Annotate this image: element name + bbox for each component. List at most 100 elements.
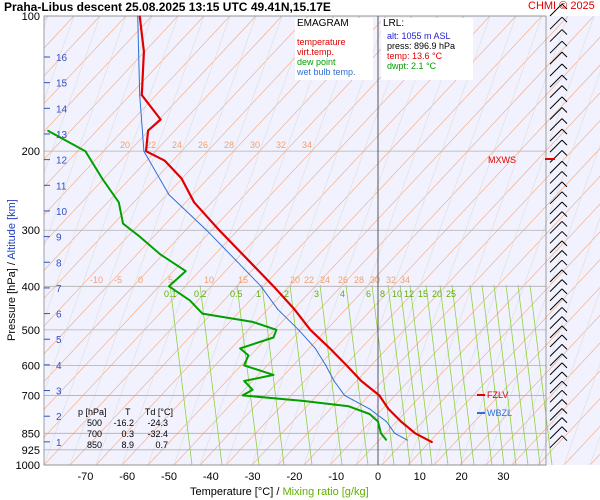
x-tick-label: -50 [161,471,177,483]
data-point [137,15,139,17]
data-point [247,259,250,261]
table-header-td: Td [°C] [144,407,174,417]
mixing-ratio-label: 10 [392,289,402,299]
mixing-ratio-label: 0.1 [164,289,177,299]
data-point [272,336,275,339]
dry-adiabat-label: 26 [198,140,208,150]
y-tick-label: 600 [22,360,40,372]
data-point [348,405,350,407]
wind-barb [549,51,563,65]
altitude-tick-label: 10 [56,207,68,218]
wind-barb [549,325,563,339]
wind-barb [549,399,563,412]
data-point [385,420,387,423]
theta-e-label: 30 [370,275,380,285]
wind-barb [549,40,563,54]
wind-barb [549,417,563,430]
altitude-tick-label: 3 [56,387,62,398]
wind-barb [549,201,563,215]
level-table: p [hPa] T Td [°C] 500 -16.2 -24.3 700 0.3 -3… [78,407,173,451]
data-point [260,285,262,287]
data-point [275,329,278,331]
data-point [143,50,145,53]
wind-barb [549,181,563,195]
altitude-tick-label: 14 [56,104,68,115]
legend-box: EMAGRAM temperature virt.temp. dew point… [295,18,373,80]
credit-label: CHMI © 2025 [528,0,595,12]
data-point [400,420,402,423]
legend-item-virt-temp: virt.temp. [297,47,335,57]
wind-barb [549,344,563,357]
x-tick-label: 20 [455,471,467,483]
lrl-box: LRL: alt: 1055 m ASL press: 896.9 hPa te… [381,18,473,80]
lrl-temp: temp: 13.6 °C [387,51,443,61]
data-point [377,420,379,423]
mixing-ratio-label: 6 [366,289,371,299]
wind-barb [549,3,563,17]
data-point [241,394,244,397]
y-tick-label: 100 [22,11,40,23]
data-point [333,380,335,382]
x-tick-label: 30 [497,471,509,483]
wind-barb [549,426,563,440]
altitude-tick-label: 7 [56,284,62,295]
legend-title: EMAGRAM [297,18,349,29]
data-point [252,321,254,323]
wind-barb [549,250,563,263]
wind-barb [549,279,563,292]
chart-header: Praha-Libus descent 25.08.2025 13:15 UTC… [4,0,331,14]
data-point [297,329,300,331]
header-coords: 49.41N,15.17E [250,0,331,14]
altitude-tick-label: 4 [56,361,62,372]
altitude-tick-label: 9 [56,233,62,244]
x-tick-label: -10 [328,471,344,483]
dry-adiabat-label: 28 [224,140,234,150]
data-point [314,347,316,350]
data-point [84,150,86,152]
fzlv-marker: FZLV [487,390,508,400]
wind-barb [549,118,563,131]
wind-barb [549,96,563,110]
data-point [394,432,396,434]
wind-barb [549,408,563,421]
altitude-tick-label: 8 [56,258,62,269]
wind-barb [549,231,563,244]
x-axis-label: Temperature [°C] / Mixing ratio [g/kg] [190,486,369,498]
wind-barb [549,297,563,311]
x-tick-label: -70 [77,471,93,483]
legend-item-temperature: temperature [297,37,346,47]
theta-e-label: 10 [204,275,214,285]
data-point [180,177,183,180]
wbzl-marker: WBZL [487,408,512,418]
data-point [189,299,191,302]
theta-e-label: 22 [304,275,314,285]
data-point [139,94,141,96]
data-point [145,150,147,152]
data-point [414,432,416,434]
wind-barb [549,85,563,99]
mixing-ratio-label: 15 [418,289,428,299]
data-point [243,364,245,366]
sounding-series [47,15,433,444]
dry-adiabat-label: 24 [172,140,182,150]
data-point [360,380,362,382]
theta-e-label: 26 [338,275,348,285]
wind-barb [549,435,563,449]
data-point [218,229,220,231]
data-point [185,270,187,272]
data-point [272,374,275,376]
altitude-tick-label: 16 [56,53,68,64]
x-tick-label: 10 [414,471,426,483]
data-point [235,259,237,261]
data-point [247,354,250,356]
wind-barb [549,16,563,30]
lrl-alt: alt: 1055 m ASL [387,31,451,41]
y-axis-label: Pressure [hPa] / Altitude [km] [6,199,18,341]
x-tick-label: -30 [245,471,261,483]
data-point [302,400,304,402]
mixing-ratio-label: 4 [340,289,345,299]
series-line-temperature [138,15,433,444]
x-tick-label: -60 [119,471,135,483]
